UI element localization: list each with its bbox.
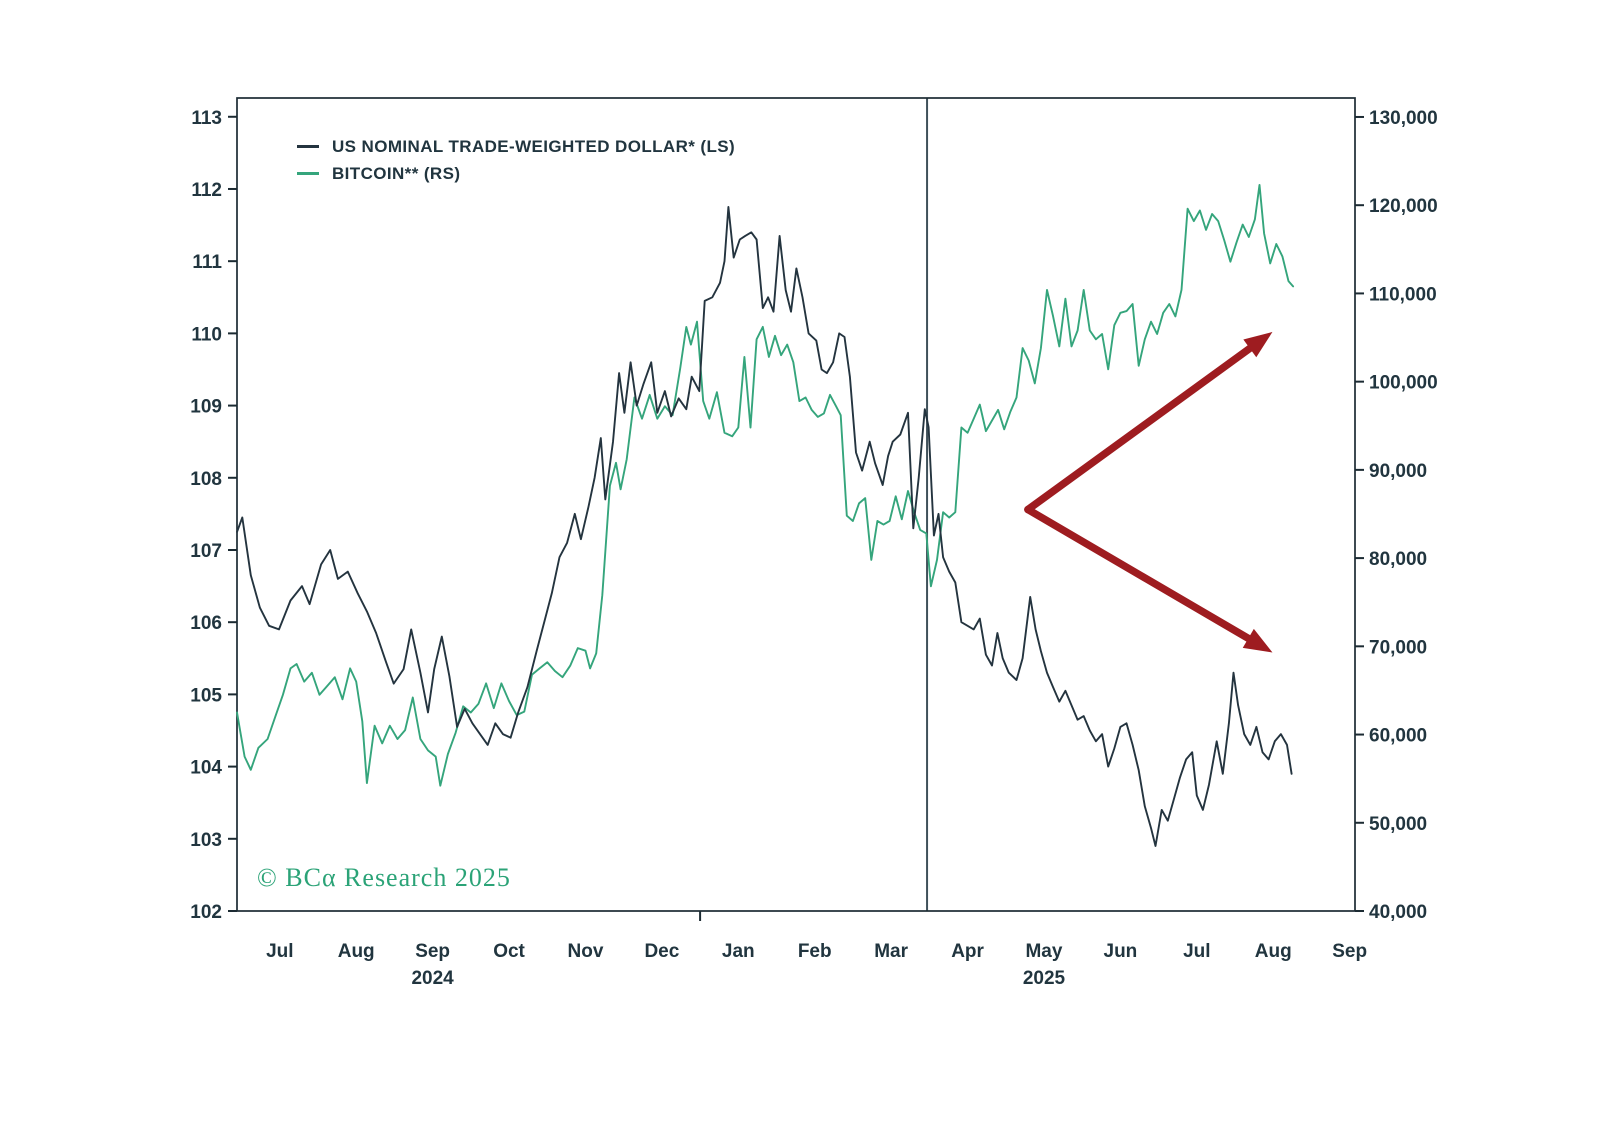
x-axis-month-label: Apr [951, 941, 984, 962]
left-axis-tick-label: 106 [190, 613, 222, 634]
legend: US NOMINAL TRADE-WEIGHTED DOLLAR* (LS) B… [297, 133, 735, 187]
x-axis-month-label: Jul [1183, 941, 1210, 962]
arrow-up-shaft [1024, 338, 1262, 514]
right-axis-tick-label: 90,000 [1369, 461, 1427, 482]
right-axis-tick-label: 130,000 [1369, 108, 1438, 129]
x-axis-month-label: Dec [644, 941, 679, 962]
x-axis-month-label: Aug [338, 941, 375, 962]
left-axis-tick-label: 113 [191, 108, 222, 129]
x-axis-month-label: May [1025, 941, 1062, 962]
right-axis-tick-label: 100,000 [1369, 373, 1438, 394]
x-axis-month-label: Nov [568, 941, 604, 962]
right-axis-tick-label: 80,000 [1369, 549, 1427, 570]
bitcoin-series-line [236, 183, 1295, 787]
copyright-note: © BCα Research 2025 [257, 863, 511, 892]
bitcoin-series-label: BITCOIN** (RS) [332, 163, 461, 183]
left-axis-tick-label: 111 [192, 252, 222, 273]
right-axis-tick-label: 110,000 [1369, 284, 1437, 305]
x-axis-month-label: Sep [415, 941, 450, 962]
right-axis-tick-label: 120,000 [1369, 196, 1438, 217]
x-axis-year-label: 2025 [1023, 968, 1066, 989]
right-axis-tick-label: 40,000 [1369, 902, 1427, 923]
dollar-series-swatch [297, 145, 319, 148]
x-axis-month-label: Oct [493, 941, 525, 962]
x-axis-month-label: Jan [722, 941, 755, 962]
left-axis-tick-label: 107 [190, 541, 222, 562]
bitcoin-series-swatch [297, 172, 319, 175]
left-axis-tick-label: 110 [191, 324, 222, 345]
x-axis-month-label: Feb [798, 941, 832, 962]
arrow-down-shaft [1024, 505, 1261, 648]
left-axis-tick-label: 105 [190, 685, 222, 706]
x-axis-month-label: Mar [874, 941, 908, 962]
left-axis-tick-label: 109 [190, 397, 222, 418]
dollar-series-line [236, 206, 1293, 847]
left-axis-tick-label: 104 [190, 758, 222, 779]
right-axis-tick-label: 70,000 [1369, 637, 1427, 658]
left-axis-tick-label: 102 [190, 902, 222, 923]
left-axis-tick-label: 112 [191, 180, 222, 201]
arrow-up-head [1243, 331, 1273, 358]
left-axis-tick-label: 103 [190, 830, 222, 851]
legend-item-bitcoin: BITCOIN** (RS) [297, 160, 735, 187]
legend-item-dollar: US NOMINAL TRADE-WEIGHTED DOLLAR* (LS) [297, 133, 735, 160]
x-axis-month-label: Aug [1255, 941, 1292, 962]
x-axis-year-label: 2024 [411, 968, 454, 989]
right-axis-tick-label: 50,000 [1369, 814, 1427, 835]
dollar-series-label: US NOMINAL TRADE-WEIGHTED DOLLAR* (LS) [332, 136, 736, 156]
right-axis-tick-label: 60,000 [1369, 726, 1427, 747]
x-axis-month-label: Jul [266, 941, 293, 962]
left-axis-tick-label: 108 [190, 469, 222, 490]
x-axis-month-label: Sep [1332, 941, 1367, 962]
arrow-down-head [1242, 628, 1273, 653]
plot-border [236, 97, 1356, 912]
x-axis-month-label: Jun [1104, 941, 1138, 962]
